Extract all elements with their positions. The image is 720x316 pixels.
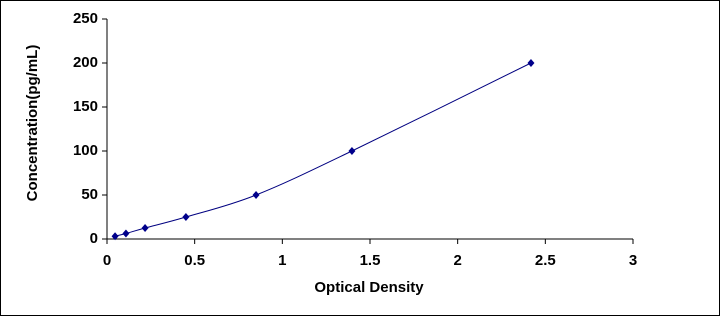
data-point xyxy=(527,59,535,67)
data-point xyxy=(122,229,130,238)
y-tick-label: 150 xyxy=(73,98,98,115)
data-point xyxy=(348,147,356,155)
data-point xyxy=(141,224,149,232)
x-tick-label: 1 xyxy=(278,252,286,269)
x-tick-label: 1.5 xyxy=(360,252,381,269)
data-point xyxy=(252,191,260,199)
y-tick-label: 50 xyxy=(81,186,98,203)
y-tick-label: 100 xyxy=(73,142,98,159)
y-axis-label: Concentration(pg/mL) xyxy=(24,45,41,202)
data-point xyxy=(111,232,119,241)
x-tick-label: 3 xyxy=(629,252,637,269)
data-point xyxy=(182,213,190,221)
y-tick-label: 200 xyxy=(73,54,98,71)
x-tick-label: 2.5 xyxy=(535,252,556,269)
x-axis-label: Optical Density xyxy=(314,279,424,296)
x-tick-label: 0 xyxy=(103,252,111,269)
x-tick-label: 2 xyxy=(453,252,461,269)
x-tick-label: 0.5 xyxy=(184,252,205,269)
y-tick-label: 0 xyxy=(90,230,98,247)
y-tick-label: 250 xyxy=(73,10,98,27)
